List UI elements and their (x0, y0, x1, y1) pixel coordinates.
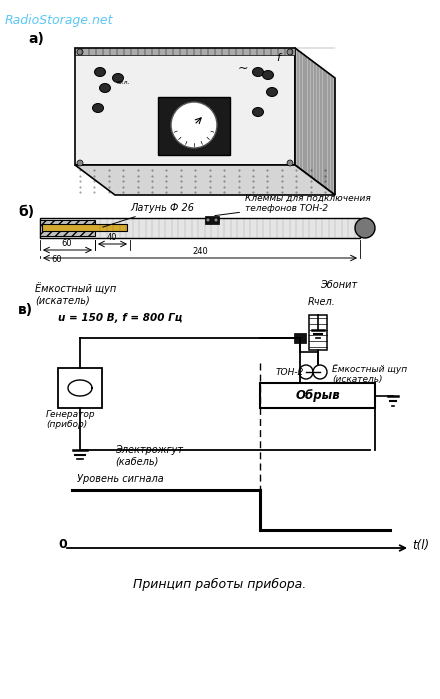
Text: 0: 0 (58, 538, 67, 552)
Text: б): б) (18, 205, 34, 219)
Text: RadioStorage.net: RadioStorage.net (5, 14, 114, 27)
Text: а): а) (28, 32, 44, 46)
Ellipse shape (267, 87, 278, 96)
Ellipse shape (263, 71, 274, 80)
Bar (75, 48, 295, 55)
Text: Ёмкостный щуп
(искатель): Ёмкостный щуп (искатель) (332, 363, 407, 384)
Text: 40: 40 (107, 233, 117, 242)
Polygon shape (295, 48, 335, 195)
Text: Rчел.: Rчел. (308, 297, 336, 307)
Circle shape (313, 365, 327, 379)
Circle shape (299, 365, 313, 379)
Text: u = 150 В, f = 800 Гц: u = 150 В, f = 800 Гц (58, 313, 183, 323)
Ellipse shape (113, 73, 124, 82)
Text: Ёмкостный щуп
(искатель): Ёмкостный щуп (искатель) (35, 282, 116, 305)
Circle shape (171, 102, 217, 148)
Text: Клеммы для подключения
телефонов ТОН-2: Клеммы для подключения телефонов ТОН-2 (215, 194, 371, 215)
Bar (260, 383, 375, 408)
Circle shape (287, 160, 293, 166)
Bar (205, 216, 219, 224)
Text: 60: 60 (62, 239, 72, 248)
Circle shape (77, 49, 83, 55)
Bar (294, 333, 306, 343)
Ellipse shape (355, 218, 375, 238)
Text: в): в) (18, 303, 33, 317)
Text: Принцип работы прибора.: Принцип работы прибора. (133, 578, 307, 591)
Circle shape (206, 218, 210, 222)
Text: Электрожгут
(кабель): Электрожгут (кабель) (115, 445, 183, 467)
Bar (158, 97, 230, 155)
Text: Эбонит: Эбонит (320, 280, 357, 290)
Text: t(l): t(l) (412, 538, 429, 552)
Ellipse shape (99, 83, 110, 92)
Text: 60: 60 (51, 255, 62, 264)
Circle shape (77, 160, 83, 166)
Bar (58, 368, 102, 408)
Ellipse shape (253, 68, 264, 76)
Text: f: f (276, 53, 280, 63)
Polygon shape (75, 48, 295, 165)
Bar (40, 218, 360, 238)
Text: вкл.: вкл. (116, 80, 130, 85)
Text: Генератор
(прибор): Генератор (прибор) (46, 410, 95, 429)
Text: Обрыв: Обрыв (295, 389, 340, 402)
Bar (40, 220, 95, 236)
Text: ТОН-2: ТОН-2 (276, 368, 304, 377)
Ellipse shape (95, 68, 106, 76)
Ellipse shape (92, 103, 103, 113)
Ellipse shape (253, 108, 264, 117)
Circle shape (214, 218, 218, 222)
Circle shape (287, 49, 293, 55)
Text: Уровень сигнала: Уровень сигнала (77, 474, 164, 484)
Polygon shape (75, 165, 335, 195)
Text: Латунь Ф 26: Латунь Ф 26 (103, 203, 194, 227)
Bar (42, 224, 127, 231)
Text: ~: ~ (238, 62, 249, 75)
Bar (309, 315, 327, 350)
Text: 240: 240 (192, 247, 208, 256)
Polygon shape (40, 230, 375, 238)
